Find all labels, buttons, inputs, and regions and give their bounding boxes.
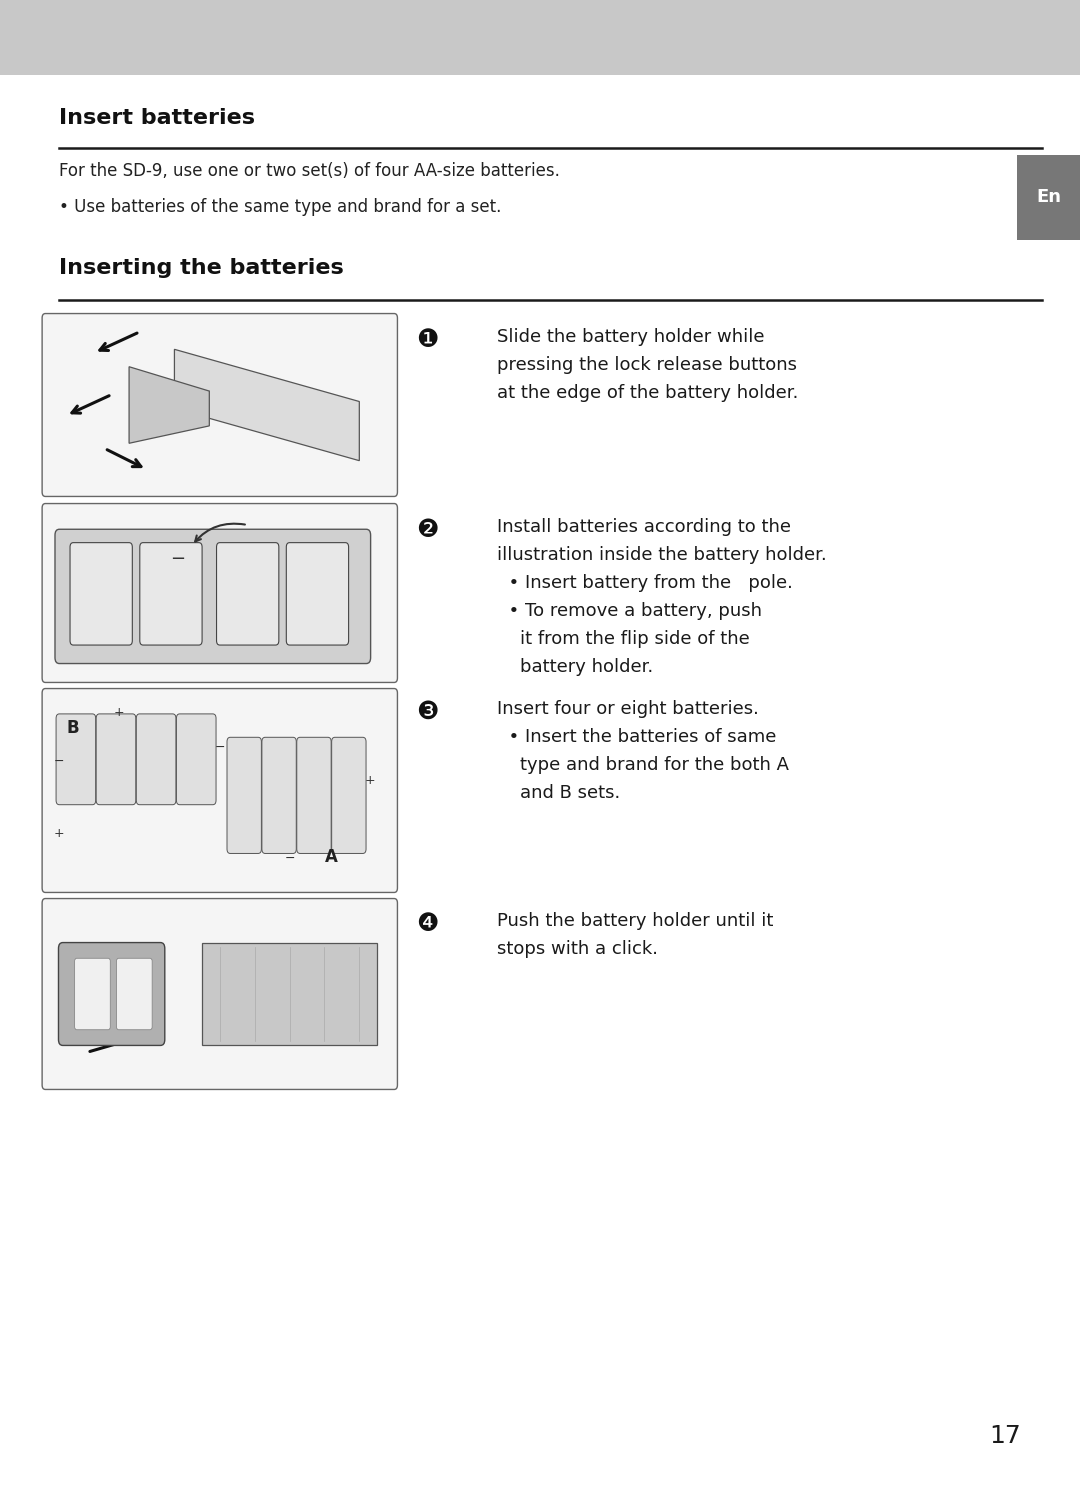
FancyBboxPatch shape [297,737,332,854]
FancyBboxPatch shape [286,542,349,644]
Text: +: + [113,705,124,719]
Text: • Insert battery from the   pole.: • Insert battery from the pole. [497,575,793,593]
Text: Inserting the batteries: Inserting the batteries [59,258,345,278]
Text: 17: 17 [989,1424,1021,1448]
Text: ❷: ❷ [416,518,438,542]
FancyBboxPatch shape [227,737,261,854]
FancyBboxPatch shape [136,714,176,805]
FancyBboxPatch shape [42,503,397,683]
Text: illustration inside the battery holder.: illustration inside the battery holder. [497,546,826,564]
Text: ❸: ❸ [416,699,438,725]
FancyBboxPatch shape [139,542,202,644]
Text: En: En [1036,189,1062,206]
FancyBboxPatch shape [58,943,165,1045]
Text: type and brand for the both A: type and brand for the both A [497,756,788,774]
FancyBboxPatch shape [117,958,152,1029]
FancyBboxPatch shape [0,0,1080,76]
FancyBboxPatch shape [75,958,110,1029]
Text: and B sets.: and B sets. [497,784,620,802]
Text: −: − [215,741,225,754]
Text: B: B [67,719,80,737]
Text: −: − [171,549,186,567]
Text: +: + [54,827,65,841]
Text: • Insert the batteries of same: • Insert the batteries of same [497,728,777,745]
Text: battery holder.: battery holder. [497,658,653,676]
Polygon shape [202,943,377,1045]
Polygon shape [175,349,360,460]
Text: Push the battery holder until it: Push the battery holder until it [497,912,773,930]
Text: ❶: ❶ [416,328,438,352]
FancyBboxPatch shape [70,542,133,644]
Text: • Use batteries of the same type and brand for a set.: • Use batteries of the same type and bra… [59,198,502,215]
Text: For the SD-9, use one or two set(s) of four AA-size batteries.: For the SD-9, use one or two set(s) of f… [59,162,561,180]
Text: ❹: ❹ [416,912,438,936]
Text: Install batteries according to the: Install batteries according to the [497,518,791,536]
FancyBboxPatch shape [1017,154,1080,241]
Text: A: A [325,848,338,866]
FancyBboxPatch shape [42,898,397,1090]
FancyBboxPatch shape [332,737,366,854]
Text: at the edge of the battery holder.: at the edge of the battery holder. [497,385,798,402]
FancyBboxPatch shape [55,529,370,664]
Text: • To remove a battery, push: • To remove a battery, push [497,601,761,621]
FancyBboxPatch shape [96,714,136,805]
Polygon shape [130,367,210,444]
Text: Insert four or eight batteries.: Insert four or eight batteries. [497,699,758,719]
FancyBboxPatch shape [42,689,397,892]
Text: Slide the battery holder while: Slide the battery holder while [497,328,765,346]
Text: −: − [284,852,295,866]
FancyBboxPatch shape [176,714,216,805]
Text: stops with a click.: stops with a click. [497,940,658,958]
Text: pressing the lock release buttons: pressing the lock release buttons [497,356,797,374]
FancyBboxPatch shape [261,737,296,854]
FancyBboxPatch shape [217,542,279,644]
Text: Insert batteries: Insert batteries [59,108,255,128]
Text: it from the flip side of the: it from the flip side of the [497,630,750,647]
Text: +: + [364,774,375,787]
FancyBboxPatch shape [42,313,397,496]
FancyBboxPatch shape [56,714,96,805]
Text: −: − [54,754,65,768]
